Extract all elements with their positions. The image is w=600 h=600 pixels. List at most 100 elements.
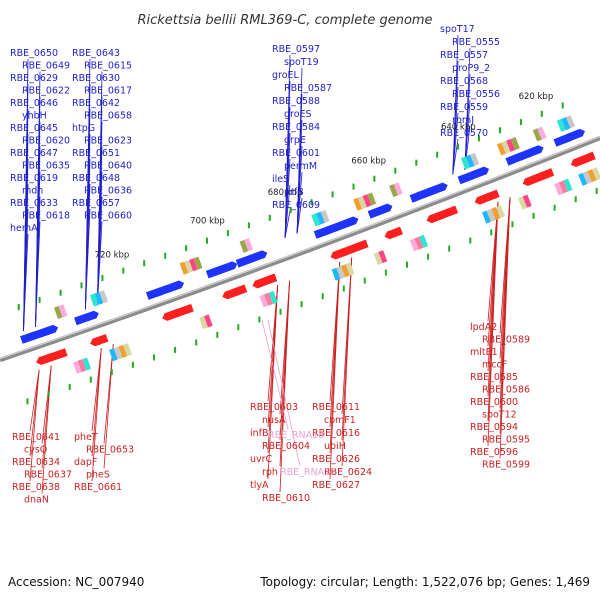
gene-label-hema: hemA: [10, 223, 38, 234]
scale-tick-720-kbp: 720 kbp: [95, 251, 130, 261]
gene-label-rbe-0657: RBE_0657: [72, 198, 120, 209]
feature-marker: [89, 376, 92, 383]
feature-marker: [59, 289, 62, 296]
gene-label-rbe-0556: RBE_0556: [452, 89, 500, 100]
gene-label-rpmj: rpmJ: [452, 115, 474, 126]
feature-marker: [499, 127, 501, 134]
leader-line-permm: [296, 171, 303, 234]
scale-tick-680-kbp: 680 kbp: [268, 188, 303, 198]
gene-label-ubih: ubiH: [324, 441, 346, 452]
forward-strand-feature: [346, 216, 359, 227]
feature-marker: [352, 183, 355, 190]
feature-marker: [310, 199, 313, 206]
forward-strand-feature: [46, 324, 59, 335]
feature-marker: [519, 119, 522, 126]
feature-marker: [436, 151, 439, 158]
scale-tick-700-kbp: 700 kbp: [190, 217, 225, 227]
leader-line-rbe-0599: [499, 197, 511, 459]
gene-label-rbe-0557: RBE_0557: [440, 50, 488, 61]
feature-marker: [247, 222, 250, 229]
gene-label-rbe-0585: RBE_0585: [470, 372, 518, 383]
reverse-strand-feature: [446, 205, 459, 216]
feature-marker: [478, 135, 480, 142]
feature-block: [373, 250, 388, 265]
gene-label-rbe-0660: RBE_0660: [84, 211, 132, 222]
feature-marker: [26, 398, 29, 405]
gene-label-rbe-0584: RBE_0584: [272, 122, 320, 133]
gene-label-uvrc: uvrC: [250, 454, 273, 465]
leader-line-hema: [23, 233, 29, 331]
gene-label-grpe: grpE: [284, 135, 306, 146]
gene-label-rbe-0643: RBE_0643: [72, 48, 120, 59]
feature-block: [556, 115, 576, 132]
forward-strand-feature: [477, 166, 490, 177]
map-title: Rickettsia bellii RML369-C, complete gen…: [137, 13, 432, 28]
reverse-strand-feature: [487, 189, 500, 200]
feature-marker: [38, 296, 41, 303]
feature-block: [109, 343, 132, 362]
leader-line-dnan: [41, 365, 52, 494]
gene-label-htpg: htpG: [72, 123, 95, 134]
label-leader-lines: [23, 34, 511, 494]
leader-line-rbe-rna18: [261, 319, 289, 430]
reverse-strand-feature: [265, 273, 278, 284]
reverse-strand-feature: [96, 334, 109, 344]
genome-backbone: [0, 135, 600, 363]
leader-line-rbe-0559: [452, 112, 459, 175]
leader-line-rbe-0624: [341, 257, 353, 467]
feature-block: [72, 357, 92, 374]
feature-block: [331, 262, 355, 281]
gene-label-rbe-0616: RBE_0616: [312, 428, 360, 439]
feature-marker: [406, 261, 408, 268]
reverse-strand-feature: [584, 151, 596, 162]
feature-marker: [331, 191, 334, 198]
gene-label-rbe-0624: RBE_0624: [324, 467, 372, 478]
feature-marker: [490, 229, 493, 236]
gene-label-rbe-0618: RBE_0618: [22, 211, 70, 222]
gene-label-nusa: nusA: [262, 415, 286, 426]
genome-summary: Topology: circular; Length: 1,522,076 bp…: [260, 575, 590, 589]
genome-backbone-highlight: [0, 136, 600, 359]
feature-marker: [122, 267, 125, 274]
gene-label-rbe-0568: RBE_0568: [440, 76, 488, 87]
reverse-strand-feature: [356, 239, 369, 250]
feature-marker: [258, 316, 261, 323]
feature-block: [532, 126, 547, 142]
gene-label-rbe-0642: RBE_0642: [72, 98, 120, 109]
gene-label-rbe-0620: RBE_0620: [22, 136, 70, 147]
scale-tick-640-kbp: 640 kbp: [441, 122, 476, 132]
feature-block: [353, 192, 377, 211]
feature-marker: [237, 324, 240, 331]
gene-label-rbe-0601: RBE_0601: [272, 148, 320, 159]
gene-label-rbe-0661: RBE_0661: [74, 482, 122, 493]
leader-line-rbe-0627: [329, 262, 341, 480]
feature-marker: [363, 277, 366, 284]
gene-label-mlte1: mltE1: [470, 347, 498, 358]
gene-label-rbe-0599: RBE_0599: [482, 460, 530, 471]
feature-marker: [342, 285, 345, 292]
feature-marker: [279, 308, 282, 315]
feature-block: [481, 205, 505, 224]
gene-label-rbe-0653: RBE_0653: [86, 445, 134, 456]
forward-strand-feature: [380, 203, 393, 214]
gene-label-rbe-0587: RBE_0587: [284, 83, 332, 94]
gene-label-infb: infB: [250, 428, 269, 439]
gene-label-rbe-0640: RBE_0640: [84, 161, 132, 172]
feature-marker: [80, 282, 83, 289]
feature-block: [179, 256, 203, 275]
gene-label-rbe-0630: RBE_0630: [72, 73, 120, 84]
forward-strand-feature: [573, 128, 585, 139]
feature-marker: [415, 159, 418, 166]
reverse-strand-feature: [391, 226, 403, 237]
gene-label-lpda2: lpdA2: [470, 322, 497, 333]
feature-marker: [595, 188, 598, 194]
feature-marker: [164, 252, 167, 259]
gene-label-permm: permM: [284, 161, 317, 172]
feature-block: [239, 238, 254, 253]
feature-marker: [511, 221, 514, 228]
gene-label-rbe-0650: RBE_0650: [10, 48, 58, 59]
leader-line-rbe-0618: [35, 221, 41, 327]
forward-strand-feature: [531, 145, 544, 156]
leader-line-tlya: [267, 285, 278, 480]
